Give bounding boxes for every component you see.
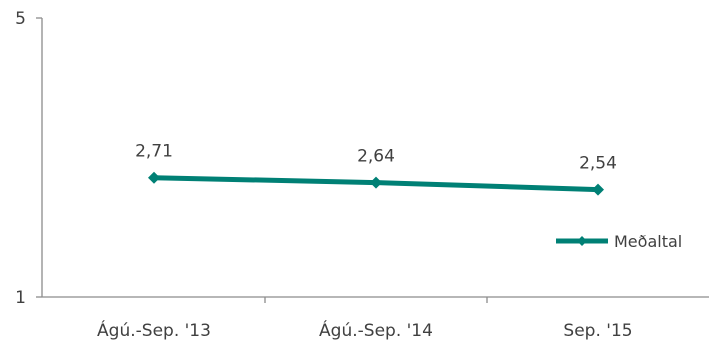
x-tick-label-0: Ágú.-Sep. '13 bbox=[97, 319, 211, 341]
x-tick-label-1: Ágú.-Sep. '14 bbox=[319, 319, 433, 341]
data-label-2: 2,54 bbox=[579, 154, 617, 174]
legend-label: Meðaltal bbox=[614, 232, 682, 251]
y-tick-label-min: 1 bbox=[15, 288, 26, 308]
y-tick-label-max: 5 bbox=[15, 9, 26, 29]
data-point-2 bbox=[592, 183, 604, 196]
data-label-1: 2,64 bbox=[357, 147, 395, 167]
legend-diamond-marker bbox=[577, 236, 587, 246]
x-tick-label-2: Sep. '15 bbox=[563, 321, 632, 341]
data-point-1 bbox=[370, 176, 382, 189]
x-tick-marks bbox=[264, 297, 488, 303]
data-label-0: 2,71 bbox=[135, 142, 173, 162]
y-tick-marks bbox=[36, 17, 42, 298]
legend: Meðaltal bbox=[556, 232, 682, 251]
data-point-0 bbox=[148, 171, 160, 184]
series-points bbox=[148, 171, 604, 196]
